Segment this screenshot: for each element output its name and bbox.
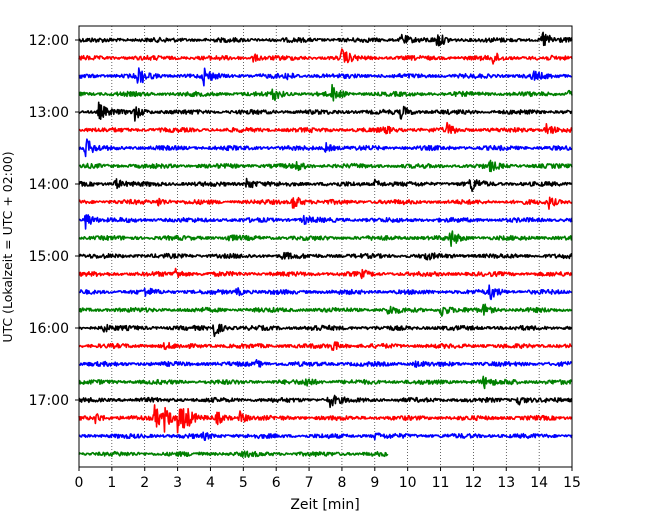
y-tick-label: 14:00 [29,177,69,193]
trace-line [78,48,573,65]
x-axis-label: Zeit [min] [290,497,359,513]
trace-line [78,303,573,317]
y-tick-label: 17:00 [29,393,69,409]
trace-line [78,359,573,368]
x-tick-label: 2 [140,475,149,491]
trace-line [78,138,573,158]
trace-line [78,431,573,441]
y-axis-label: UTC (Lokalzeit = UTC + 02:00) [0,151,15,342]
trace-line [78,284,573,301]
trace-line [78,83,573,102]
trace-line [78,323,573,338]
x-tick-label: 6 [272,475,281,491]
x-tick-label: 4 [206,475,215,491]
trace-line [78,341,573,351]
x-tick-label: 12 [464,475,482,491]
x-tick-label: 1 [107,475,116,491]
y-tick-label: 12:00 [29,33,69,49]
seismic-traces [78,31,573,458]
y-tick-label: 16:00 [29,321,69,337]
x-tick-label: 13 [497,475,515,491]
trace-line [78,214,573,230]
trace-line [78,394,573,409]
trace-line [78,404,573,434]
trace-line [78,450,389,458]
trace-line [78,267,573,280]
trace-line [78,230,573,247]
x-tick-label: 0 [75,475,84,491]
y-tick-label: 15:00 [29,249,69,265]
trace-line [78,251,573,261]
x-tick-label: 9 [370,475,379,491]
y-axis-ticks: 12:00 13:00 14:00 15:00 16:00 17:00 [29,33,79,409]
trace-line [78,375,573,390]
trace-line [78,196,573,210]
x-tick-label: 7 [305,475,314,491]
x-tick-label: 5 [239,475,248,491]
x-tick-label: 10 [399,475,417,491]
x-tick-label: 14 [530,475,548,491]
x-axis-ticks: 0 1 2 3 4 5 6 7 8 9 10 11 12 13 14 15 [75,467,581,491]
trace-line [78,101,573,122]
plot-frame [78,25,573,468]
x-tick-label: 11 [432,475,450,491]
trace-line [78,31,573,47]
trace-line [78,67,573,87]
x-tick-label: 15 [563,475,581,491]
x-tick-label: 8 [337,475,346,491]
trace-line [78,177,573,193]
trace-line [78,121,573,135]
y-tick-label: 13:00 [29,105,69,121]
x-tick-label: 3 [173,475,182,491]
trace-line [78,159,573,173]
